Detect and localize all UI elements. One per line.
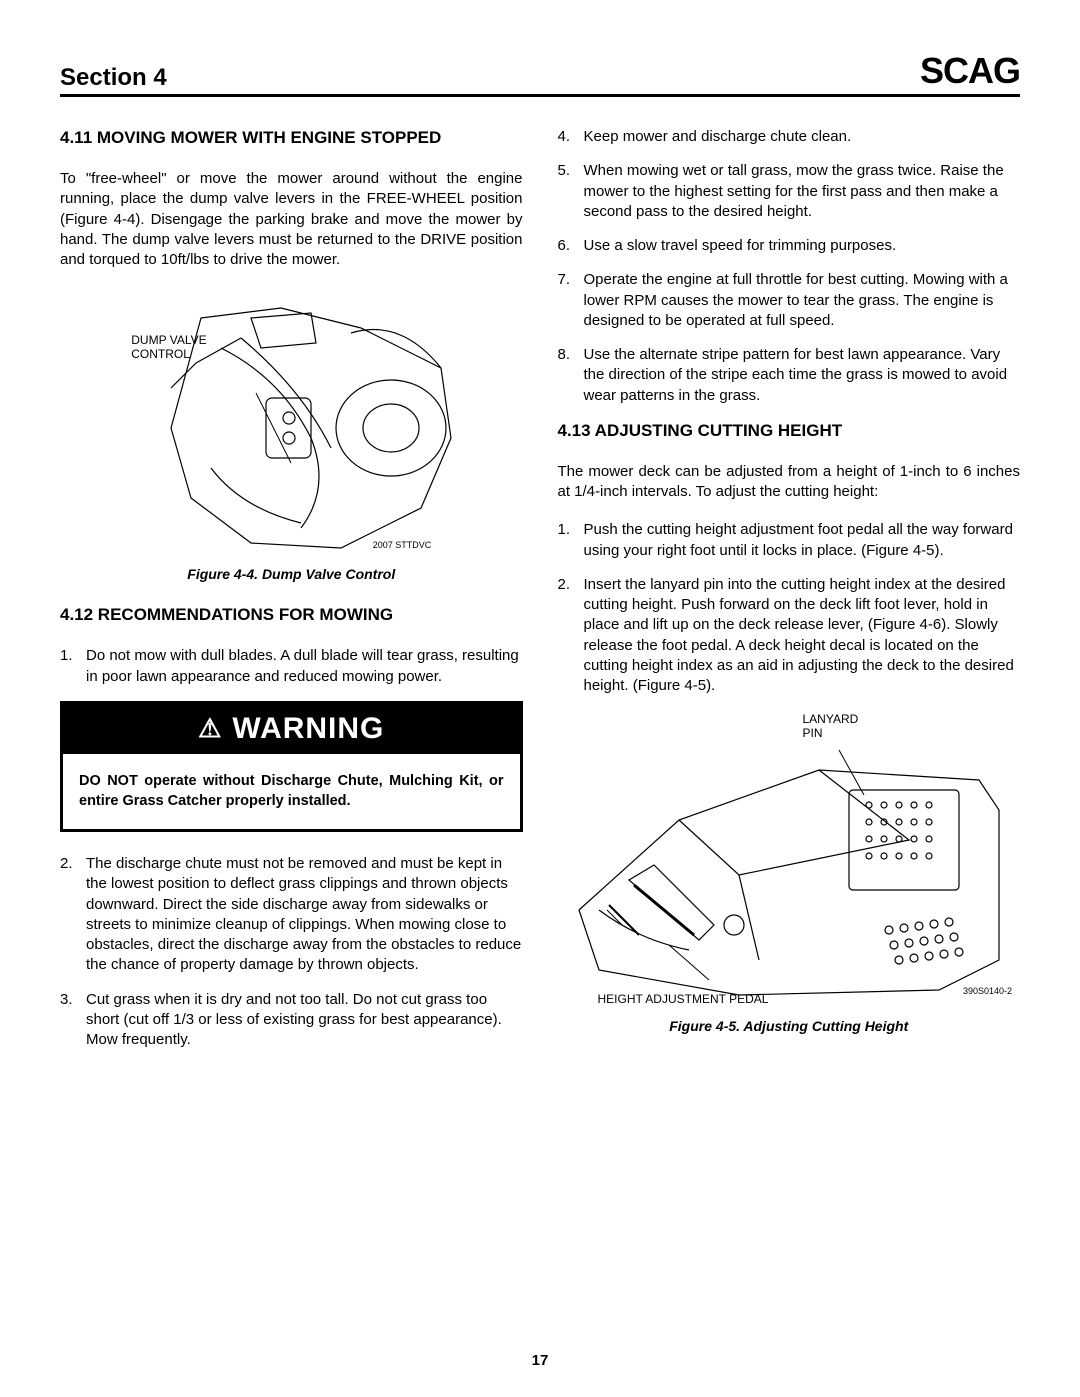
- figure-4-4: DUMP VALVE CONTROL 2007 STTDVC: [101, 288, 481, 558]
- heading-412: 4.12 RECOMMENDATIONS FOR MOWING: [60, 604, 523, 626]
- cutting-height-diagram-icon: [559, 710, 1019, 1010]
- dump-valve-diagram-icon: [101, 288, 481, 558]
- warning-triangle-icon: ⚠: [198, 713, 222, 744]
- warning-title: WARNING: [232, 712, 384, 746]
- right-column: 4.Keep mower and discharge chute clean. …: [558, 127, 1021, 1064]
- figure-callout-lanyard-pin: LANYARD PIN: [803, 712, 859, 740]
- paragraph-413: The mower deck can be adjusted from a he…: [558, 462, 1021, 503]
- brand-logo: SCAG: [920, 50, 1020, 92]
- page-number: 17: [0, 1352, 1080, 1369]
- list-item: 3.Cut grass when it is dry and not too t…: [60, 990, 523, 1051]
- list-item: 2.Insert the lanyard pin into the cuttin…: [558, 575, 1021, 697]
- warning-box: ⚠ WARNING DO NOT operate without Dischar…: [60, 701, 523, 832]
- heading-413: 4.13 ADJUSTING CUTTING HEIGHT: [558, 420, 1021, 442]
- page-header: Section 4 SCAG: [60, 50, 1020, 97]
- figure-4-4-caption: Figure 4-4. Dump Valve Control: [60, 566, 523, 582]
- adjusting-height-list: 1.Push the cutting height adjustment foo…: [558, 520, 1021, 696]
- figure-4-5: LANYARD PIN HEIGHT ADJUSTMENT PEDAL 390S…: [558, 710, 1021, 1010]
- list-item: 7.Operate the engine at full throttle fo…: [558, 270, 1021, 331]
- list-item: 8.Use the alternate stripe pattern for b…: [558, 345, 1021, 406]
- list-item: 4.Keep mower and discharge chute clean.: [558, 127, 1021, 147]
- content-columns: 4.11 MOVING MOWER WITH ENGINE STOPPED To…: [60, 127, 1020, 1064]
- warning-body: DO NOT operate without Discharge Chute, …: [63, 754, 520, 829]
- figure-4-5-caption: Figure 4-5. Adjusting Cutting Height: [558, 1018, 1021, 1034]
- recommendations-list-part1: 1.Do not mow with dull blades. A dull bl…: [60, 646, 523, 687]
- figure-code: 390S0140-2: [963, 986, 1012, 996]
- warning-header: ⚠ WARNING: [63, 704, 520, 754]
- paragraph-411: To "free-wheel" or move the mower around…: [60, 169, 523, 270]
- list-item: 1.Do not mow with dull blades. A dull bl…: [60, 646, 523, 687]
- section-label: Section 4: [60, 64, 167, 92]
- list-item: 5.When mowing wet or tall grass, mow the…: [558, 161, 1021, 222]
- list-item: 6.Use a slow travel speed for trimming p…: [558, 236, 1021, 256]
- list-item: 2.The discharge chute must not be remove…: [60, 854, 523, 976]
- figure-callout-dump-valve: DUMP VALVE CONTROL: [131, 333, 206, 361]
- recommendations-list-part2: 2.The discharge chute must not be remove…: [60, 854, 523, 1050]
- left-column: 4.11 MOVING MOWER WITH ENGINE STOPPED To…: [60, 127, 523, 1064]
- heading-411: 4.11 MOVING MOWER WITH ENGINE STOPPED: [60, 127, 523, 149]
- recommendations-list-part3: 4.Keep mower and discharge chute clean. …: [558, 127, 1021, 406]
- figure-code: 2007 STTDVC: [373, 540, 432, 550]
- figure-callout-height-pedal: HEIGHT ADJUSTMENT PEDAL: [598, 992, 769, 1006]
- list-item: 1.Push the cutting height adjustment foo…: [558, 520, 1021, 561]
